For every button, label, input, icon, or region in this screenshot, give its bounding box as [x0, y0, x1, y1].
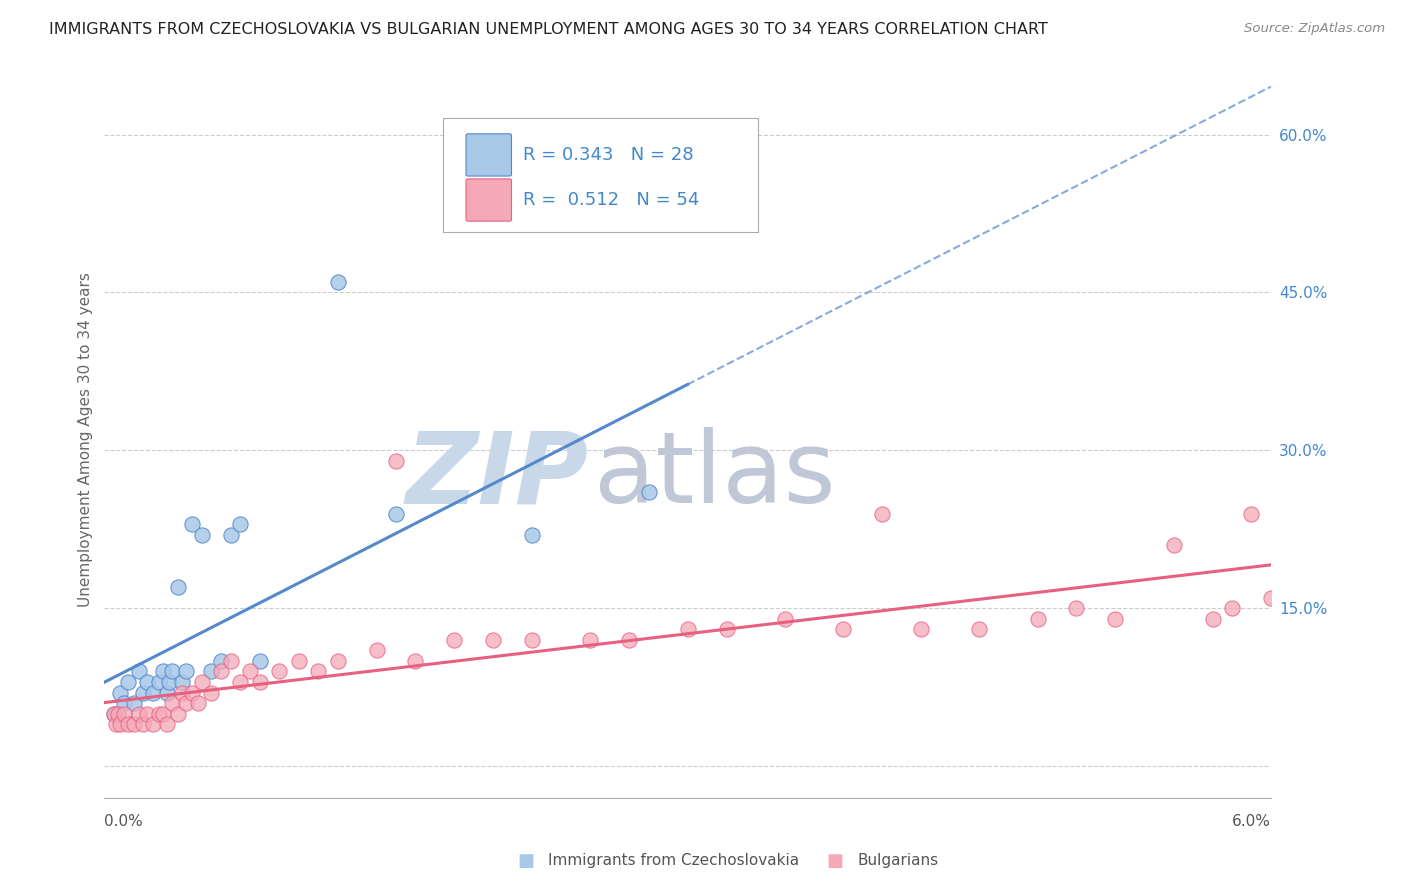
Point [385, 454, 408, 468]
Point [870, 507, 893, 521]
Point [619, 632, 641, 647]
Text: ZIP: ZIP [405, 427, 589, 524]
Point [112, 706, 135, 721]
Point [103, 706, 125, 721]
Point [288, 654, 311, 668]
Point [122, 696, 145, 710]
Point [637, 485, 659, 500]
Point [180, 517, 202, 532]
Point [142, 717, 165, 731]
Point [108, 685, 131, 699]
Point [676, 623, 699, 637]
Point [520, 632, 543, 647]
Point [219, 527, 242, 541]
Point [1220, 601, 1243, 615]
Point [152, 665, 174, 679]
Text: Source: ZipAtlas.com: Source: ZipAtlas.com [1244, 22, 1385, 36]
Point [366, 643, 388, 657]
Point [108, 717, 131, 731]
Point [117, 717, 139, 731]
Y-axis label: Unemployment Among Ages 30 to 34 years: Unemployment Among Ages 30 to 34 years [79, 272, 93, 607]
Text: R =  0.512   N = 54: R = 0.512 N = 54 [523, 191, 700, 209]
Point [162, 665, 184, 679]
Point [229, 517, 252, 532]
Point [172, 685, 194, 699]
FancyBboxPatch shape [465, 134, 512, 176]
Text: IMMIGRANTS FROM CZECHOSLOVAKIA VS BULGARIAN UNEMPLOYMENT AMONG AGES 30 TO 34 YEA: IMMIGRANTS FROM CZECHOSLOVAKIA VS BULGAR… [49, 22, 1047, 37]
Text: ■: ■ [827, 852, 844, 870]
FancyBboxPatch shape [465, 179, 512, 221]
Point [180, 685, 202, 699]
Point [249, 654, 271, 668]
Point [443, 632, 465, 647]
Point [148, 675, 170, 690]
Point [1026, 612, 1049, 626]
Point [148, 706, 170, 721]
Text: atlas: atlas [595, 427, 837, 524]
Text: Immigrants from Czechoslovakia: Immigrants from Czechoslovakia [548, 854, 800, 868]
Point [157, 675, 180, 690]
Point [162, 696, 184, 710]
Point [1104, 612, 1126, 626]
Point [209, 654, 232, 668]
Point [167, 706, 190, 721]
Point [152, 706, 174, 721]
Point [832, 623, 855, 637]
Point [239, 665, 262, 679]
Point [209, 665, 232, 679]
Point [122, 717, 145, 731]
Point [142, 685, 165, 699]
Point [155, 717, 177, 731]
Point [482, 632, 505, 647]
Point [716, 623, 738, 637]
Point [107, 706, 129, 721]
Point [167, 580, 190, 594]
Point [174, 696, 197, 710]
Text: ■: ■ [517, 852, 534, 870]
Text: 0.0%: 0.0% [104, 814, 143, 829]
Point [385, 507, 408, 521]
Point [187, 696, 209, 710]
Point [1260, 591, 1282, 605]
Point [910, 623, 932, 637]
Point [117, 675, 139, 690]
Point [579, 632, 602, 647]
Point [773, 612, 796, 626]
Point [103, 706, 125, 721]
Point [1163, 538, 1185, 552]
Point [136, 675, 159, 690]
Point [269, 665, 291, 679]
Point [200, 685, 222, 699]
Point [190, 675, 212, 690]
Point [132, 717, 155, 731]
Text: Bulgarians: Bulgarians [858, 854, 939, 868]
Point [200, 665, 222, 679]
Point [229, 675, 252, 690]
Text: 6.0%: 6.0% [1232, 814, 1271, 829]
Point [307, 665, 329, 679]
Point [155, 685, 177, 699]
Point [967, 623, 990, 637]
Point [112, 696, 135, 710]
Point [520, 527, 543, 541]
Point [128, 706, 150, 721]
Point [172, 675, 194, 690]
Point [132, 685, 155, 699]
Point [136, 706, 159, 721]
Point [404, 654, 426, 668]
FancyBboxPatch shape [443, 118, 758, 232]
Point [1066, 601, 1088, 615]
Point [174, 665, 197, 679]
Point [105, 717, 128, 731]
Point [219, 654, 242, 668]
Point [190, 527, 212, 541]
Point [326, 654, 349, 668]
Point [1240, 507, 1263, 521]
Point [249, 675, 271, 690]
Point [128, 665, 150, 679]
Point [326, 275, 349, 289]
Text: R = 0.343   N = 28: R = 0.343 N = 28 [523, 146, 693, 164]
Point [1201, 612, 1223, 626]
